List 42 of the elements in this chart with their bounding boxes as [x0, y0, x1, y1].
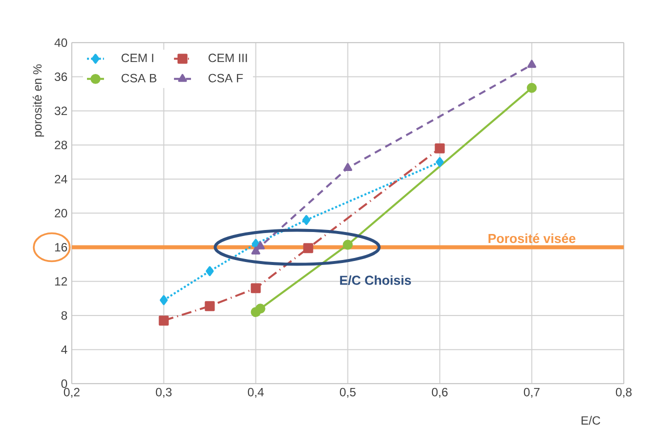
annotation: E/C Choisis — [340, 275, 411, 286]
y-tick-label: 32 — [54, 106, 67, 116]
y-tick-label: 28 — [54, 140, 68, 150]
x-axis-title: E/C — [582, 416, 600, 425]
point — [160, 295, 168, 306]
point — [206, 266, 214, 276]
legend-label: CEM I — [122, 54, 154, 62]
point — [527, 60, 536, 68]
point — [255, 304, 266, 314]
x-tick-label: 0,4 — [248, 388, 264, 398]
x-tick-label: 0,6 — [432, 388, 448, 398]
y-tick-label: 12 — [55, 277, 67, 286]
point — [158, 316, 169, 326]
y-tick-label: 8 — [61, 311, 68, 320]
point — [256, 241, 265, 250]
y-tick-label: 20 — [54, 208, 68, 218]
point — [250, 283, 261, 294]
x-tick-label: 0,3 — [156, 388, 172, 398]
point — [251, 246, 260, 255]
x-tick-label: 0,7 — [524, 388, 540, 398]
y-tick-label: 40 — [54, 38, 68, 47]
x-tick-label: 0,5 — [340, 388, 356, 398]
point — [343, 163, 352, 171]
y-tick-label: 16 — [55, 243, 68, 252]
ref-line-label: Porosité visée — [488, 233, 576, 244]
y-tick-label: 36 — [54, 72, 68, 82]
point — [204, 301, 215, 312]
legend-label: CSA B — [122, 74, 156, 82]
point — [303, 243, 314, 254]
y-tick-label: 24 — [54, 174, 68, 184]
point — [342, 240, 353, 250]
x-tick-label: 0,8 — [616, 388, 632, 398]
y-tick-label: 0 — [61, 379, 68, 388]
point — [436, 157, 444, 168]
x-tick-label: 0,2 — [64, 388, 80, 398]
point — [302, 215, 310, 225]
legend-label: CEM III — [208, 54, 247, 62]
y-tick-label: 4 — [61, 345, 68, 354]
legend-label: CSA F — [208, 74, 243, 82]
point — [434, 143, 445, 154]
point — [526, 82, 537, 93]
y-axis-title: porosité en % — [32, 64, 44, 137]
